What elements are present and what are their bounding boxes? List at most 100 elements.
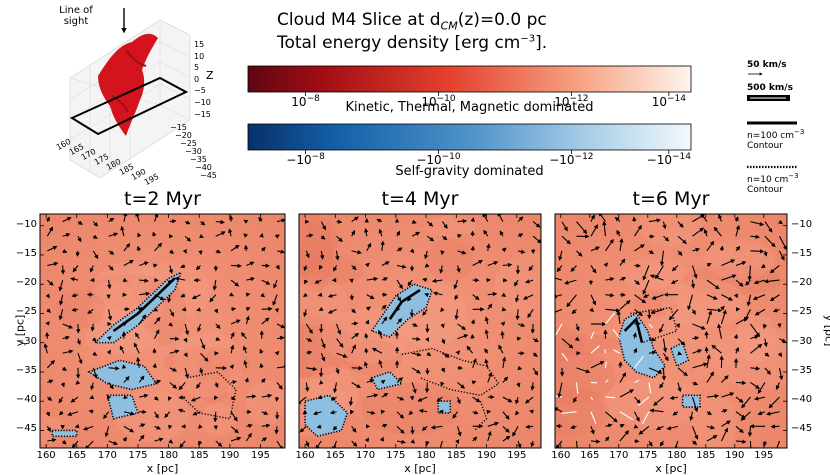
velocity-arrow xyxy=(230,279,240,287)
velocity-arrow xyxy=(455,439,460,445)
velocity-arrow xyxy=(181,307,187,312)
velocity-arrow xyxy=(348,397,354,407)
self-gravity-region xyxy=(51,429,78,438)
x-tick-label: 180 xyxy=(416,450,436,461)
x-tick-label: 190 xyxy=(477,450,497,461)
velocity-arrow xyxy=(590,411,597,424)
velocity-arrow xyxy=(90,382,95,391)
velocity-arrow xyxy=(197,424,203,429)
velocity-arrow xyxy=(757,411,766,416)
velocity-arrow xyxy=(689,411,694,421)
velocity-arrow xyxy=(139,261,149,266)
velocity-arrow xyxy=(648,367,663,374)
velocity-arrow xyxy=(575,323,580,332)
velocity-arrow xyxy=(487,421,500,427)
inset-y-tick: −20 xyxy=(175,131,192,140)
velocity-arrow xyxy=(200,352,209,362)
velocity-arrow xyxy=(632,332,638,339)
velocity-arrow xyxy=(351,332,360,340)
velocity-arrow xyxy=(122,277,128,283)
velocity-arrow xyxy=(213,411,218,423)
velocity-arrow xyxy=(525,424,534,429)
velocity-arrow xyxy=(692,323,706,330)
velocity-arrow xyxy=(396,230,401,237)
velocity-arrow xyxy=(106,349,112,355)
velocity-arrow xyxy=(58,279,64,292)
velocity-arrow xyxy=(409,248,415,254)
velocity-arrow xyxy=(261,437,268,442)
y-tick-label: −10 xyxy=(15,218,37,230)
velocity-arrow xyxy=(108,382,114,390)
dense-contour xyxy=(388,288,421,321)
velocity-arrow xyxy=(671,265,679,272)
velocity-arrow xyxy=(733,333,739,339)
inset-z-tick: 10 xyxy=(194,51,205,61)
velocity-arrow xyxy=(135,332,140,339)
velocity-arrow xyxy=(122,436,128,442)
velocity-arrow xyxy=(760,263,766,269)
velocity-arrow xyxy=(123,260,134,266)
velocity-arrow xyxy=(317,394,323,400)
velocity-arrow xyxy=(230,307,237,312)
velocity-arrow xyxy=(532,337,539,343)
velocity-arrow xyxy=(512,426,519,437)
velocity-arrow xyxy=(261,423,271,428)
velocity-arrow xyxy=(746,294,752,307)
velocity-arrow xyxy=(555,323,563,336)
velocity-arrow xyxy=(524,396,534,404)
velocity-arrow xyxy=(668,309,679,321)
velocity-arrow xyxy=(604,361,607,368)
velocity-arrow xyxy=(381,316,388,325)
velocity-arrow xyxy=(426,235,435,242)
velocity-arrow xyxy=(502,396,513,403)
velocity-arrow xyxy=(440,367,445,373)
velocity-arrow xyxy=(500,330,505,339)
velocity-arrow xyxy=(530,323,535,334)
velocity-arrow xyxy=(735,380,747,386)
velocity-arrow xyxy=(246,394,257,399)
velocity-arrow xyxy=(46,226,53,237)
velocity-arrow xyxy=(558,250,563,261)
velocity-arrow xyxy=(167,396,172,402)
velocity-arrow xyxy=(648,337,657,342)
velocity-arrow xyxy=(561,338,574,349)
velocity-arrow xyxy=(314,279,322,284)
velocity-arrow xyxy=(152,363,157,368)
velocity-arrow xyxy=(119,345,125,354)
velocity-arrow xyxy=(573,396,578,403)
velocity-arrow xyxy=(381,392,389,398)
velocity-arrow xyxy=(527,309,534,319)
velocity-arrow xyxy=(154,396,159,401)
velocity-arrow xyxy=(351,344,356,354)
velocity-arrow xyxy=(764,221,773,233)
velocity-arrow xyxy=(168,439,174,444)
velocity-arrow xyxy=(215,231,226,237)
velocity-arrow xyxy=(92,367,98,379)
velocity-arrow xyxy=(655,425,664,430)
self-gravity-region xyxy=(681,394,701,408)
colorbar-blue-tick-label: −10−12 xyxy=(549,152,594,167)
velocity-arrow xyxy=(605,396,616,399)
velocity-arrow xyxy=(648,249,655,255)
velocity-arrow xyxy=(183,352,188,358)
velocity-arrow xyxy=(721,259,736,266)
velocity-arrow xyxy=(62,335,70,340)
velocity-arrow xyxy=(603,262,608,268)
velocity-arrow xyxy=(590,361,605,369)
inset-z-tick: −10 xyxy=(194,98,211,107)
panel-background xyxy=(555,214,787,448)
velocity-arrow xyxy=(517,440,522,448)
velocity-arrow xyxy=(515,396,520,405)
velocity-arrow xyxy=(46,279,54,286)
velocity-arrow xyxy=(633,224,642,237)
velocity-arrow xyxy=(634,308,644,317)
line-of-sight-label: Line of sight xyxy=(59,5,93,27)
velocity-arrow xyxy=(74,423,80,429)
inset-slice-plane xyxy=(69,76,189,136)
velocity-arrow xyxy=(750,221,765,227)
velocity-arrow xyxy=(199,233,204,239)
legend-graphics xyxy=(747,72,797,169)
velocity-arrow xyxy=(634,356,644,369)
velocity-arrow xyxy=(768,396,780,409)
